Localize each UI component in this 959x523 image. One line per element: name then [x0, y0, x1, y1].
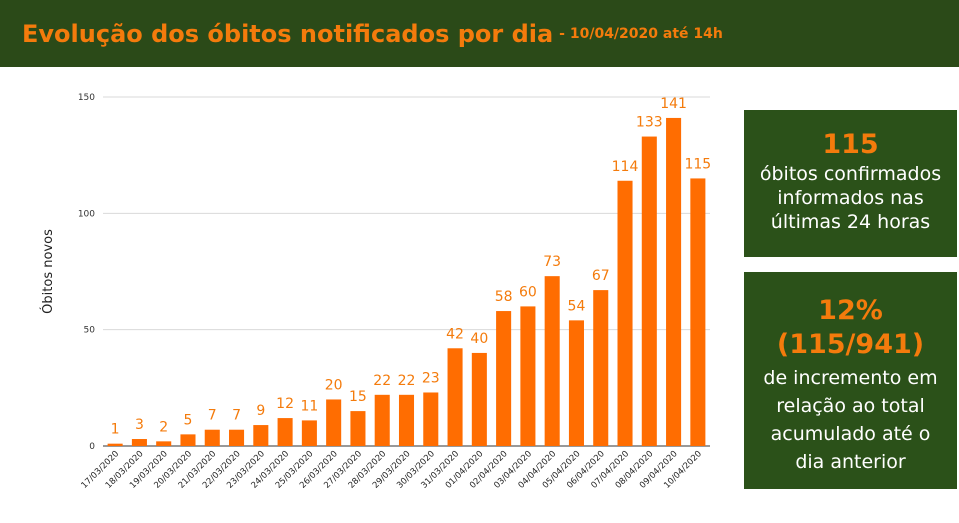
data-label: 42 [446, 326, 464, 342]
stat-ratio: (115/941) [776, 329, 925, 360]
page-subtitle: - 10/04/2020 até 14h [559, 25, 723, 42]
bar [423, 392, 439, 446]
data-label: 20 [325, 377, 343, 393]
data-label: 7 [232, 408, 241, 424]
header-bar: Evolução dos óbitos notificados por dia … [0, 0, 959, 67]
data-label: 9 [256, 403, 265, 419]
stat-box-increment: 12% (115/941) de incremento em relação a… [744, 272, 957, 489]
stat-desc-line: acumulado até o [770, 423, 931, 445]
data-label: 5 [184, 412, 193, 428]
bar [326, 399, 342, 446]
bar [398, 394, 415, 446]
data-label: 67 [592, 268, 610, 284]
bar [593, 290, 609, 446]
bar [544, 276, 560, 446]
bar [229, 429, 245, 446]
stat-desc-line: de incremento em [763, 367, 938, 389]
data-label: 58 [495, 289, 513, 305]
data-label: 11 [300, 398, 318, 414]
data-label: 2 [159, 419, 168, 435]
page-title: Evolução dos óbitos notificados por dia [22, 19, 554, 48]
stat-percent: 12% [818, 295, 883, 326]
bar [156, 441, 172, 446]
bar [350, 411, 366, 446]
bar [277, 418, 293, 446]
bar [520, 306, 536, 446]
data-label: 12 [276, 396, 294, 412]
bar [204, 429, 220, 446]
bar [617, 180, 633, 446]
bar [641, 136, 657, 446]
data-label: 15 [349, 389, 367, 405]
data-label: 22 [373, 373, 391, 389]
data-label: 114 [612, 159, 639, 175]
y-tick-label: 0 [89, 442, 95, 452]
data-label: 141 [660, 96, 687, 112]
bar [301, 420, 317, 446]
stat-desc-line: informados nas [777, 187, 924, 209]
data-label: 1 [111, 422, 120, 438]
stat-desc-line: últimas 24 horas [770, 211, 931, 233]
bar [374, 394, 390, 446]
data-label: 60 [519, 284, 537, 300]
data-label: 40 [470, 331, 488, 347]
y-tick-label: 50 [84, 326, 96, 336]
bar [666, 117, 682, 446]
bar [447, 348, 463, 446]
data-label: 73 [543, 254, 561, 270]
bar [568, 320, 584, 446]
data-label: 7 [208, 408, 217, 424]
bar [131, 439, 147, 446]
bar [690, 178, 706, 446]
bar [180, 434, 196, 446]
data-label: 3 [135, 417, 144, 433]
stat-value: 115 [822, 129, 879, 160]
data-label: 23 [422, 370, 440, 386]
bar [471, 352, 487, 446]
stat-box-daily-deaths: 115 óbitos confirmados informados nas úl… [744, 110, 957, 257]
y-axis-label: Óbitos novos [40, 229, 56, 314]
bar [496, 311, 512, 446]
stat-desc-line: dia anterior [795, 451, 906, 473]
data-label: 22 [398, 373, 416, 389]
y-tick-label: 100 [78, 209, 95, 219]
bar [107, 443, 123, 446]
data-label: 54 [568, 298, 586, 314]
bar [253, 425, 269, 446]
data-label: 115 [684, 156, 711, 172]
data-label: 133 [636, 115, 663, 131]
stat-desc-line: relação ao total [776, 395, 925, 417]
stat-desc-line: óbitos confirmados [759, 163, 942, 185]
y-tick-label: 150 [78, 93, 95, 103]
